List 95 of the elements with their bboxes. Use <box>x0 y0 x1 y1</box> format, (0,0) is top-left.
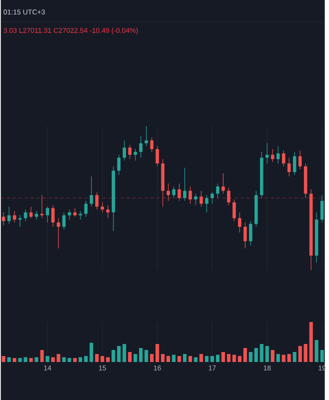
candlestick <box>68 209 71 220</box>
candlestick <box>84 200 88 218</box>
candlestick <box>106 204 110 218</box>
bar <box>40 350 44 362</box>
candlestick <box>199 190 203 207</box>
candlestick <box>238 212 242 233</box>
candlestick <box>166 183 170 202</box>
bar <box>94 354 99 362</box>
candlestick <box>270 148 274 162</box>
candlestick <box>40 194 44 218</box>
bar <box>133 354 138 362</box>
candlestick <box>292 152 296 176</box>
candlestick <box>265 142 269 164</box>
bar <box>292 352 296 362</box>
candlestick <box>216 183 220 198</box>
bar <box>309 322 313 362</box>
candlestick <box>248 220 252 246</box>
candlestick <box>56 218 60 249</box>
candlestick <box>128 144 132 160</box>
bar <box>210 356 214 362</box>
bar <box>7 357 11 362</box>
bar <box>89 342 94 362</box>
candlestick <box>194 193 198 206</box>
bar <box>78 357 82 362</box>
bar <box>106 357 110 362</box>
bar <box>177 356 181 362</box>
candlestick <box>156 146 159 167</box>
bar <box>304 344 308 362</box>
bar <box>160 354 164 362</box>
candlestick <box>282 150 286 167</box>
bar <box>282 354 286 362</box>
bar <box>320 350 324 362</box>
candlestick <box>320 194 324 223</box>
candlestick <box>221 173 225 194</box>
bar <box>138 348 143 362</box>
bar <box>111 350 116 362</box>
candlestick <box>100 202 104 213</box>
candlestick <box>182 167 186 202</box>
bar <box>34 357 38 362</box>
candlestick <box>150 137 154 152</box>
candlestick <box>243 222 247 249</box>
bar <box>238 356 242 362</box>
candlestick <box>73 208 76 218</box>
bar <box>248 352 252 362</box>
bar <box>29 358 33 362</box>
bar <box>182 354 186 362</box>
bar <box>172 354 176 362</box>
candlestick <box>188 186 192 204</box>
candlestick <box>78 210 82 220</box>
bar <box>116 346 121 362</box>
bar <box>128 352 132 362</box>
candlestick <box>2 212 6 226</box>
bar <box>73 358 77 362</box>
candlestick <box>172 186 176 198</box>
bar <box>298 346 302 362</box>
candlestick <box>139 136 142 158</box>
bar <box>221 352 225 362</box>
bar <box>314 340 318 362</box>
bar <box>122 344 126 362</box>
bar <box>287 354 291 362</box>
candlestick <box>117 154 120 176</box>
bar <box>188 356 192 362</box>
bar <box>155 344 159 362</box>
bar <box>226 354 230 362</box>
bar <box>232 354 236 362</box>
bar <box>270 350 274 362</box>
candlestick <box>298 150 302 170</box>
candlestick <box>226 188 230 206</box>
bar <box>144 350 148 362</box>
candlestick <box>276 146 280 164</box>
bar <box>100 356 104 362</box>
candlestick <box>134 148 137 161</box>
bar <box>243 348 247 362</box>
candlestick <box>62 212 66 230</box>
bar <box>199 354 203 362</box>
candlestick <box>46 206 49 223</box>
candlestick <box>122 140 126 161</box>
bar <box>204 356 208 362</box>
candlestick <box>204 194 208 213</box>
bar <box>216 354 220 362</box>
bar <box>150 354 154 362</box>
candlestick <box>210 192 214 204</box>
bar <box>276 354 280 362</box>
bar <box>166 356 170 362</box>
bar <box>2 356 6 362</box>
bar <box>46 356 50 362</box>
bar <box>260 344 264 362</box>
candlestick <box>144 126 148 146</box>
bar <box>12 358 16 362</box>
candlestick <box>177 183 181 202</box>
candlestick <box>232 199 236 222</box>
candlestick <box>51 204 54 228</box>
bar <box>84 356 88 362</box>
candlestick <box>18 214 22 228</box>
bar <box>194 357 198 362</box>
